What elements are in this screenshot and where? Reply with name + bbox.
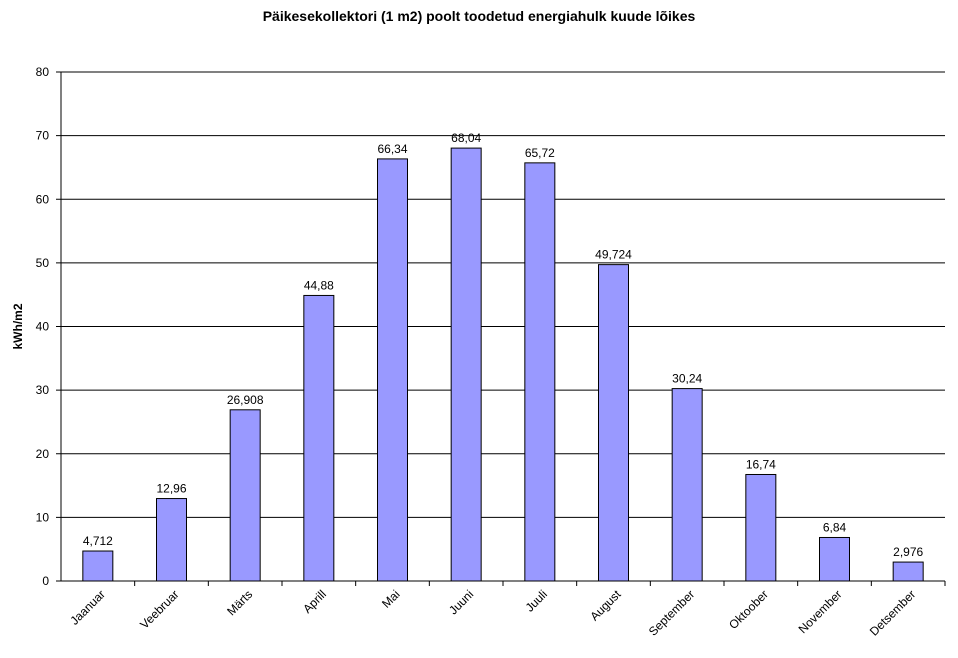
bar: [377, 158, 408, 582]
y-tick-label: 70: [36, 129, 50, 143]
y-tick-label: 80: [36, 65, 50, 79]
data-label: 68,04: [451, 131, 481, 145]
x-tick-label: November: [796, 587, 845, 636]
x-tick-label: Oktoober: [726, 587, 771, 632]
y-tick-label: 30: [36, 383, 50, 397]
x-tick-label: Juuli: [523, 587, 550, 614]
data-label: 66,34: [377, 142, 407, 156]
x-tick-label: September: [646, 587, 697, 638]
x-tick-label: Juuni: [446, 587, 476, 617]
data-label: 16,74: [746, 457, 776, 471]
y-axis-title: kWh/m2: [11, 303, 25, 349]
bar: [303, 294, 335, 582]
x-tick-label: Aprill: [300, 587, 329, 616]
x-tick-label: August: [587, 587, 624, 624]
x-tick-label: Detsember: [867, 587, 918, 638]
x-tick-label: Jaanuar: [67, 587, 108, 628]
bar: [229, 409, 261, 582]
bar: [598, 264, 629, 582]
chart-title: Päikesekollektori (1 m2) poolt toodetud …: [262, 8, 696, 24]
bar: [819, 536, 850, 582]
bar: [671, 388, 703, 582]
y-tick-label: 40: [36, 320, 50, 334]
x-axis-ticks: Jaanuar Veebruar Märts Aprill Mai Juuni Juuli A…: [67, 581, 946, 639]
y-tick-label: 50: [36, 256, 50, 270]
data-label: 26,908: [227, 393, 264, 407]
x-tick-label: Mai: [379, 587, 403, 611]
bars: [82, 147, 924, 582]
gridlines: [61, 71, 945, 518]
data-label: 49,724: [595, 248, 632, 262]
data-label: 65,72: [525, 146, 555, 160]
data-label: 4,712: [83, 534, 113, 548]
y-tick-label: 60: [36, 192, 50, 206]
bar: [745, 473, 777, 582]
data-label: 2,976: [893, 545, 923, 559]
x-tick-label: Veebruar: [137, 587, 181, 631]
y-tick-label: 0: [42, 574, 49, 588]
bar: [892, 561, 924, 582]
bar: [524, 162, 556, 582]
bar: [82, 550, 114, 582]
data-labels: 4,712 12,96 26,908 44,88 66,34 68,04 65,72 49,7…: [83, 131, 924, 559]
data-label: 44,88: [304, 278, 334, 292]
data-label: 12,96: [156, 482, 186, 496]
y-axis-ticks: 0 10 20 30 40 50 60 70 80: [36, 65, 61, 588]
bar: [450, 147, 482, 582]
data-label: 6,84: [823, 520, 847, 534]
bar: [156, 498, 187, 582]
x-tick-label: Märts: [224, 587, 255, 618]
y-tick-label: 10: [36, 510, 50, 524]
y-tick-label: 20: [36, 447, 50, 461]
data-label: 30,24: [672, 372, 702, 386]
